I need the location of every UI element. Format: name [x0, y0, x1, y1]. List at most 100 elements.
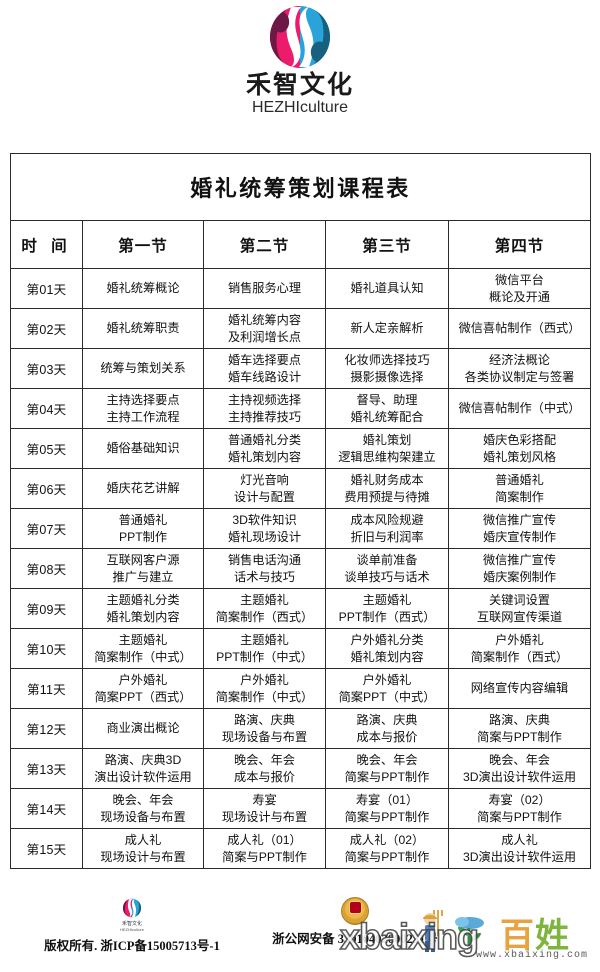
course-cell-line: 微信平台 [495, 273, 544, 288]
column-header-time: 时 间 [10, 220, 83, 269]
course-cell-line: 谈单技巧与话术 [344, 569, 430, 584]
course-cell: 主题婚礼分类 婚礼策划内容 [82, 588, 204, 629]
table-row: 第05天 婚俗基础知识 普通婚礼分类 婚礼策划内容 婚礼策划 逻辑思维构架建立 婚庆色彩搭配… [10, 428, 591, 469]
course-cell: 主题婚礼 简案制作（西式） [203, 588, 326, 629]
course-cell-line: 简案制作（中式） [215, 689, 314, 704]
day-label: 第03天 [10, 348, 83, 389]
course-cell-line: 简案与PPT制作 [344, 809, 430, 824]
course-cell-line: 主题婚礼 [240, 593, 289, 608]
hezhi-swirl-logo-icon [257, 4, 343, 70]
course-cell: 婚礼统筹内容 及利润增长点 [203, 308, 326, 349]
course-cell: 户外婚礼 简案制作（中式） [203, 668, 326, 709]
course-cell: 成人礼（02） 简案与PPT制作 [325, 828, 449, 869]
day-label: 第11天 [10, 668, 83, 709]
day-label: 第12天 [10, 708, 83, 749]
course-cell-line: 简案PPT（中式） [338, 689, 436, 704]
course-cell: 寿宴（02） 简案与PPT制作 [448, 788, 591, 829]
course-cell: 主题婚礼 PPT制作（中式） [203, 628, 326, 669]
course-cell-line: 主持选择要点 [106, 393, 180, 408]
course-cell: 婚礼道具认知 [325, 268, 449, 309]
course-cell: 晚会、年会 3D演出设计软件运用 [448, 748, 591, 789]
column-header-session-1: 第一节 [82, 220, 204, 269]
course-cell-line: 寿宴 [252, 793, 277, 808]
course-cell: 主题婚礼 PPT制作（西式） [325, 588, 449, 629]
day-label: 第05天 [10, 428, 83, 469]
course-cell-line: 成本与报价 [356, 729, 418, 744]
course-cell-line: 婚俗基础知识 [106, 441, 180, 456]
course-cell: 婚礼财务成本 费用预提与待摊 [325, 468, 449, 509]
course-cell-line: 销售服务心理 [227, 281, 302, 296]
course-cell-line: 及利润增长点 [227, 329, 302, 344]
course-cell-line: 简案制作（西式） [215, 609, 314, 624]
footer-icp-copyright: 版权所有. 浙ICP备15005713号-1 [44, 939, 220, 953]
table-row: 第12天 商业演出概论 路演、庆典 现场设备与布置 路演、庆典 成本与报价 路演、庆典 简案与… [10, 708, 591, 749]
course-cell-line: 主题婚礼 [362, 593, 412, 608]
course-cell: 销售服务心理 [203, 268, 326, 309]
day-label: 第08天 [10, 548, 83, 589]
course-cell-line: 简案与PPT制作 [477, 809, 562, 824]
course-cell: 晚会、年会 成本与报价 [203, 748, 326, 789]
course-cell-line: 3D软件知识 [232, 513, 297, 528]
course-cell-line: 新人定亲解析 [350, 321, 424, 336]
course-cell: 销售电话沟通 话术与技巧 [203, 548, 326, 589]
course-cell-line: 晚会、年会 [356, 753, 418, 768]
table-row: 第14天 晚会、年会 现场设备与布置 寿宴 现场设计与布置 寿宴（01） 简案与PPT制作寿… [10, 788, 591, 829]
course-cell-line: 户外婚礼分类 [350, 633, 424, 648]
course-cell-line: 3D演出设计软件运用 [462, 849, 577, 864]
course-cell-line: 主题婚礼 [240, 633, 289, 648]
course-cell-line: 婚车选择要点 [227, 353, 302, 368]
course-cell-line: 晚会、年会 [112, 793, 174, 808]
course-cell-line: 婚庆色彩搭配 [482, 433, 557, 448]
hezhi-swirl-logo-icon-small [119, 897, 145, 919]
table-row: 第08天 互联网客户源 推广与建立 销售电话沟通 话术与技巧 谈单前准备 谈单技巧与话术 微信… [10, 548, 591, 589]
course-cell: 成人礼 3D演出设计软件运用 [448, 828, 591, 869]
course-cell-line: 概论及开通 [489, 289, 550, 304]
course-cell-line: 现场设备与布置 [221, 729, 308, 744]
course-cell-line: 婚礼道具认知 [350, 281, 424, 296]
course-cell-line: 主持工作流程 [106, 409, 180, 424]
course-cell: 路演、庆典 简案与PPT制作 [448, 708, 591, 749]
table-row: 第11天 户外婚礼 简案PPT（西式） 户外婚礼 简案制作（中式） 户外婚礼 简案PPT（中… [10, 668, 591, 709]
course-cell: 婚礼统筹职责 [82, 308, 204, 349]
day-label: 第13天 [10, 748, 83, 789]
day-label: 第15天 [10, 828, 83, 869]
course-cell-line: 婚礼策划内容 [106, 609, 180, 624]
course-cell-line: 费用预提与待摊 [344, 489, 430, 504]
course-cell: 婚礼统筹概论 [82, 268, 204, 309]
course-cell-line: 简案制作（中式） [94, 649, 192, 664]
table-row: 第02天 婚礼统筹职责 婚礼统筹内容 及利润增长点 新人定亲解析 微信喜帖制作（西式） [10, 308, 591, 349]
course-cell-line: 折旧与利润率 [350, 529, 424, 544]
course-cell-line: 各类协议制定与签署 [464, 369, 575, 384]
course-cell-line: 晚会、年会 [234, 753, 295, 768]
course-cell-line: 普通婚礼 [118, 513, 168, 528]
course-cell-line: 简案制作 [495, 489, 544, 504]
course-cell: 户外婚礼分类 婚礼策划内容 [325, 628, 449, 669]
course-cell-line: 灯光音响 [240, 473, 289, 488]
table-header-row: 时 间第一节 第二节 第三节 第四节 [10, 220, 591, 269]
course-cell-line: 普通婚礼 [495, 473, 544, 488]
course-cell: 寿宴（01） 简案与PPT制作 [325, 788, 449, 829]
course-cell-line: 婚礼策划内容 [227, 449, 302, 464]
course-cell: 户外婚礼 简案制作（西式） [448, 628, 591, 669]
course-cell-line: 户外婚礼 [362, 673, 412, 688]
brand-header: 禾智文化 HEZHIculture [0, 0, 600, 117]
course-cell-line: 简案与PPT制作 [344, 849, 430, 864]
course-cell-line: 逻辑思维构架建立 [338, 449, 436, 464]
column-header-session-2: 第二节 [203, 220, 326, 269]
course-cell-line: 简案与PPT制作 [477, 729, 562, 744]
course-cell: 婚礼策划 逻辑思维构架建立 [325, 428, 449, 469]
brand-name-cn: 禾智文化 [245, 71, 354, 99]
course-cell-line: 谈单前准备 [356, 553, 418, 568]
course-cell-line: 网络宣传内容编辑 [470, 681, 569, 696]
course-cell-line: 婚车线路设计 [227, 369, 302, 384]
course-cell: 灯光音响 设计与配置 [203, 468, 326, 509]
course-cell-line: 成人礼 [501, 833, 538, 848]
table-row: 第15天 成人礼 现场设计与布置 成人礼（01） 简案与PPT制作 成人礼（02） 简案与P… [10, 828, 591, 869]
course-cell-line: 演出设计软件运用 [94, 769, 192, 784]
course-cell-line: 微信喜帖制作（中式） [458, 401, 581, 416]
course-cell-line: 路演、庆典 [356, 713, 418, 728]
course-cell-line: 销售电话沟通 [227, 553, 302, 568]
course-cell: 微信喜帖制作（西式） [448, 308, 591, 349]
course-cell-line: 简案PPT（西式） [94, 689, 192, 704]
